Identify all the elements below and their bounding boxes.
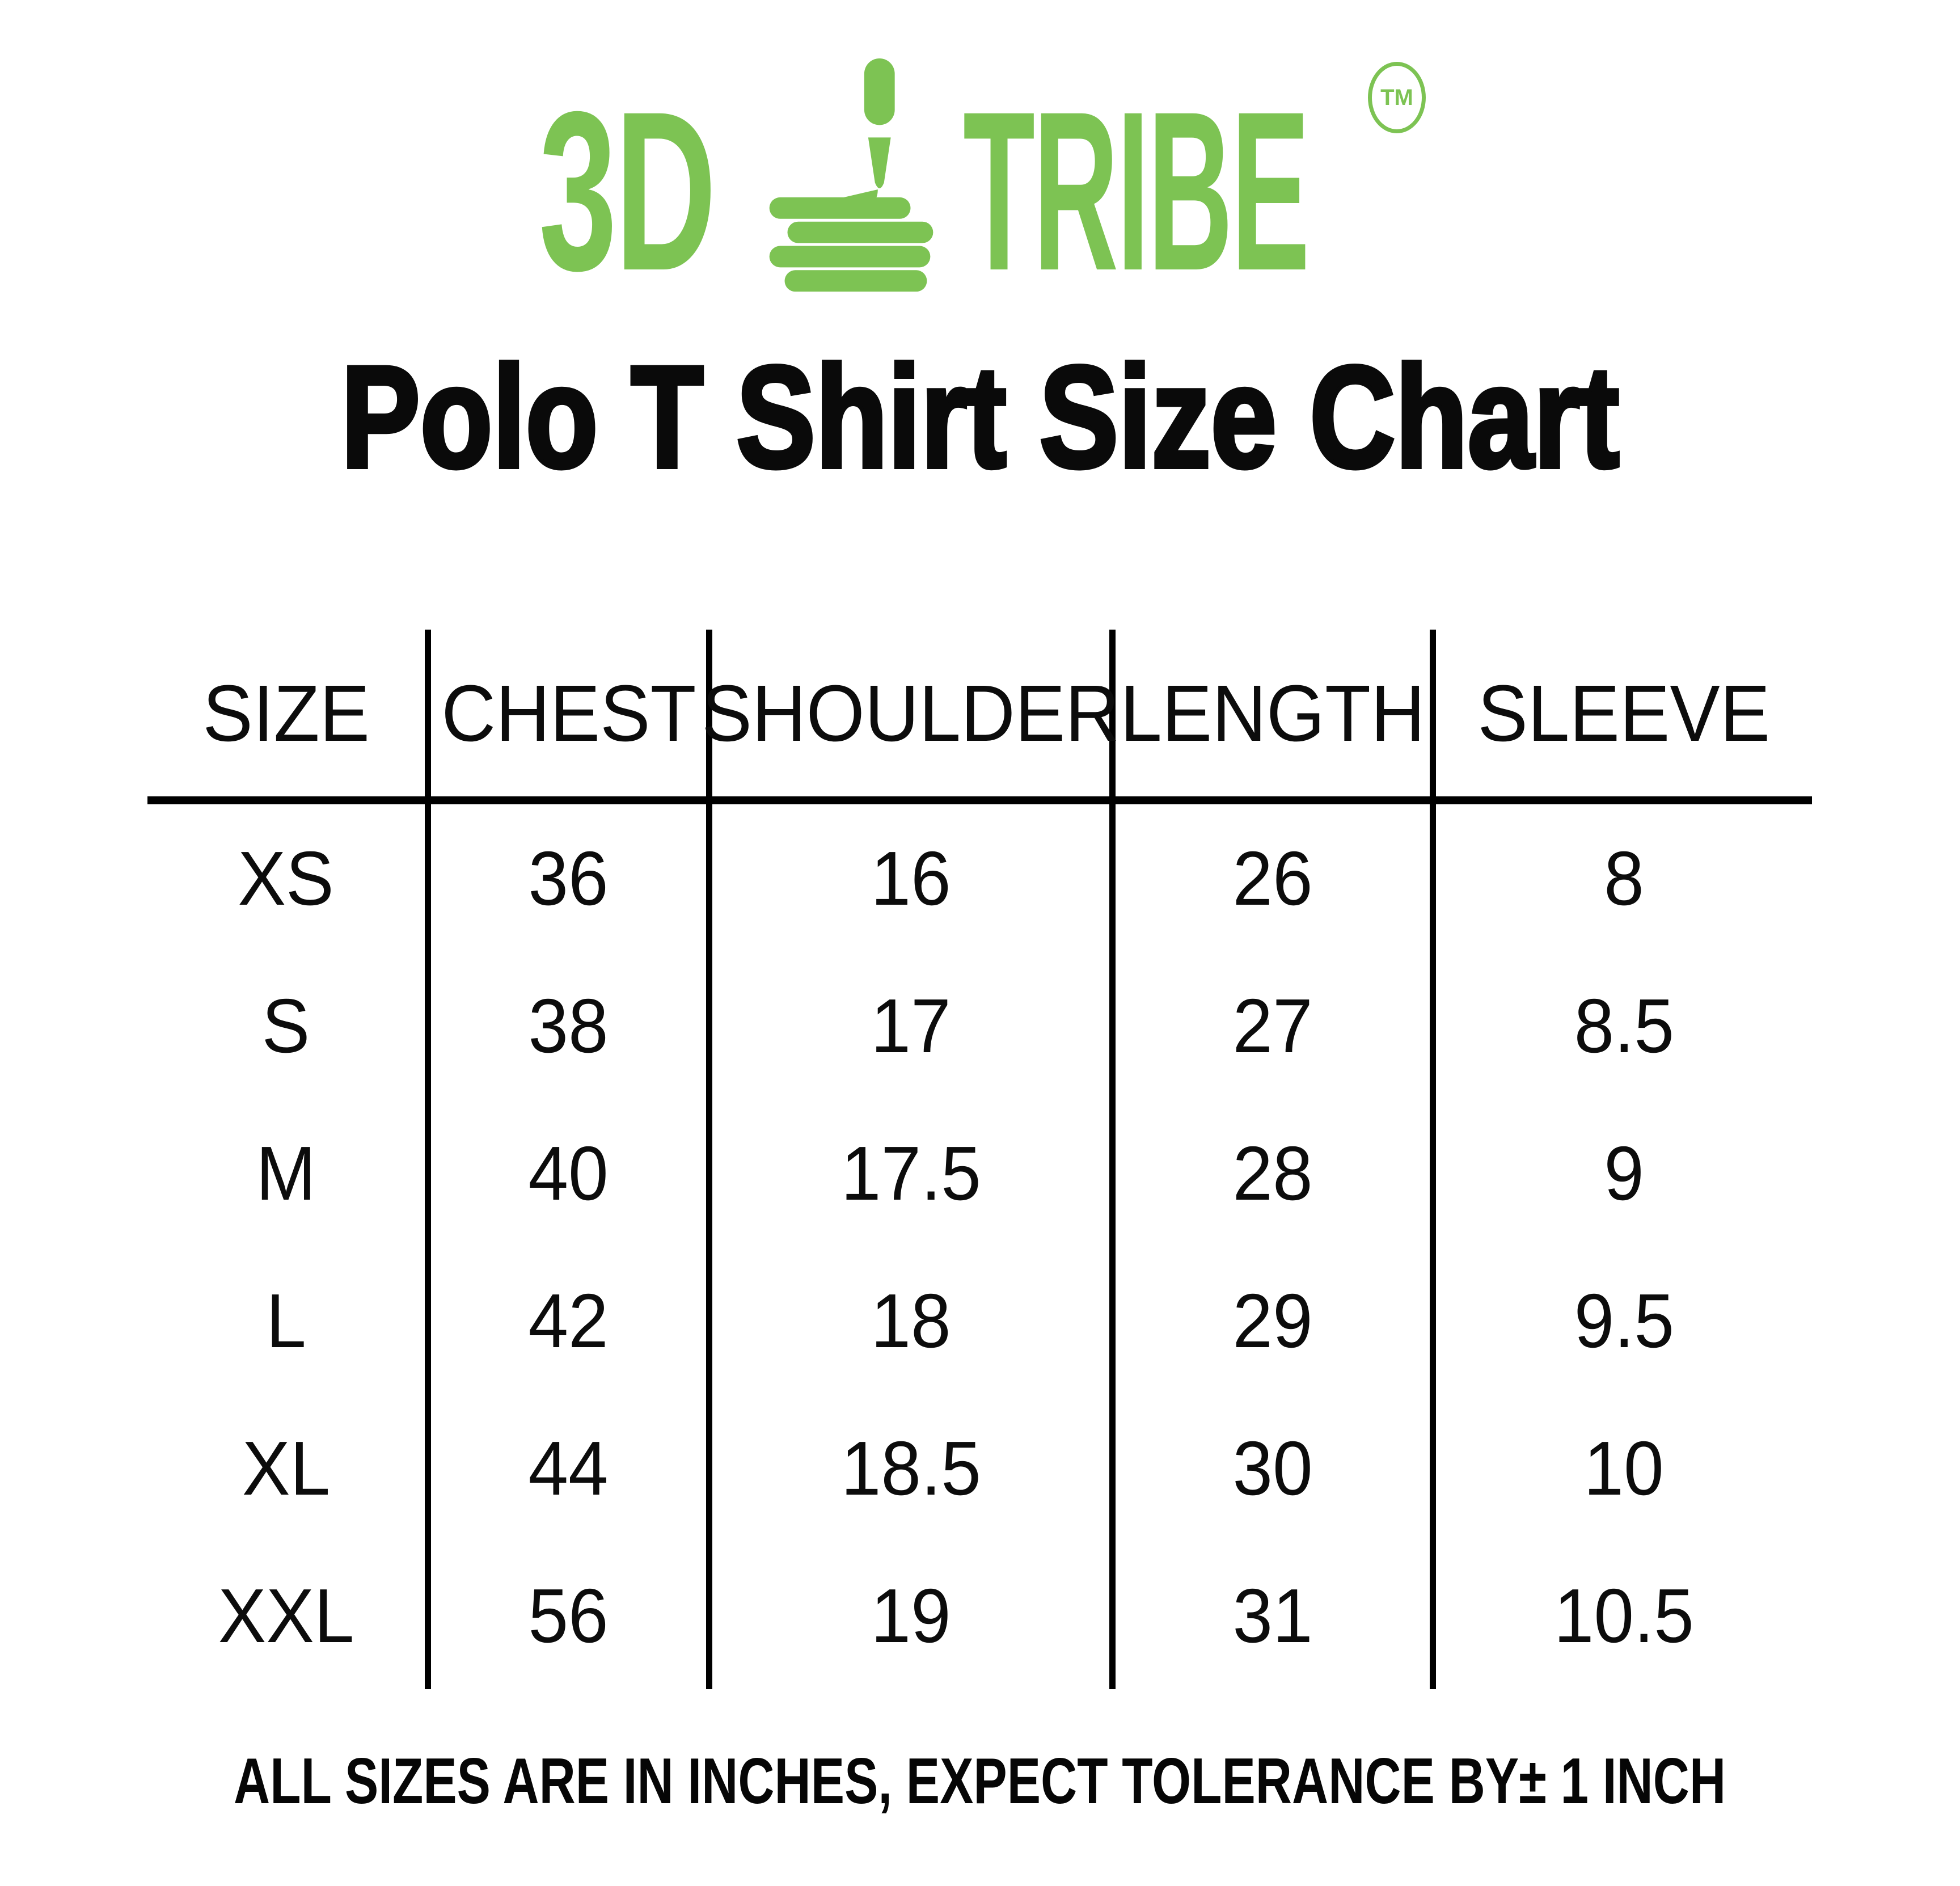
table-cell: 18 [712, 1247, 1116, 1394]
table-cell: S [147, 952, 431, 1099]
footer-note: ALL SIZES ARE IN INCHES, EXPECT TOLERANC… [0, 1746, 1960, 1817]
column-header-chest: CHEST [431, 630, 712, 804]
table-cell: XXL [147, 1542, 431, 1689]
table-cell: 8.5 [1574, 982, 1674, 1069]
table-cell: 56 [431, 1542, 712, 1689]
filament-nozzle-icon [769, 58, 933, 292]
column-header-shoulder: SHOULDER [702, 630, 1120, 804]
table-cell: 16 [712, 804, 1116, 952]
table-cell: 17 [712, 952, 1116, 1099]
brand-text-tribe: TRIBE [963, 64, 1310, 318]
footer-note-text: ALL SIZES ARE IN INCHES, EXPECT TOLERANC… [234, 1745, 1726, 1817]
column-header-length: LENGTH [1116, 630, 1436, 804]
trademark-text: TM [1380, 85, 1413, 110]
table-cell: 30 [1116, 1394, 1436, 1542]
brand-logo: 3D TRIBE TM [539, 54, 1435, 309]
table-cell: 9 [1604, 1130, 1644, 1216]
column-header-sleeve: SLEEVE [1436, 630, 1812, 804]
table-cell: 40 [431, 1099, 712, 1247]
table-cell: 8 [1604, 835, 1644, 921]
table-cell: 10.5 [1554, 1572, 1694, 1659]
column-header-size: SIZE [147, 630, 431, 804]
table-cell: 19 [712, 1542, 1116, 1689]
table-cell: 29 [1116, 1247, 1436, 1394]
table-cell: 31 [1116, 1542, 1436, 1689]
table-cell: XS [147, 804, 431, 952]
brand-text-3d: 3D [539, 64, 716, 318]
table-cell: L [147, 1247, 431, 1394]
table-cell: 44 [431, 1394, 712, 1542]
table-cell: 36 [431, 804, 712, 952]
table-cell: 42 [431, 1247, 712, 1394]
table-cell: 10 [1583, 1425, 1665, 1511]
table-cell: 26 [1116, 804, 1436, 952]
table-cell: 9.5 [1574, 1277, 1674, 1364]
table-cell: 28 [1116, 1099, 1436, 1247]
trademark-badge: TM [1368, 62, 1426, 133]
table-cell: 18.5 [712, 1394, 1116, 1542]
table-cell: 27 [1116, 952, 1436, 1099]
table-cell: M [147, 1099, 431, 1247]
page-title-text: Polo T Shirt Size Chart [339, 336, 1621, 498]
table-cell: 38 [431, 952, 712, 1099]
table-cell: XL [147, 1394, 431, 1542]
table-cell: 17.5 [712, 1099, 1116, 1247]
page-title: Polo T Shirt Size Chart [0, 336, 1960, 498]
size-chart-table: SIZE CHEST SHOULDER LENGTH SLEEVE XS 36 … [147, 630, 1812, 1691]
